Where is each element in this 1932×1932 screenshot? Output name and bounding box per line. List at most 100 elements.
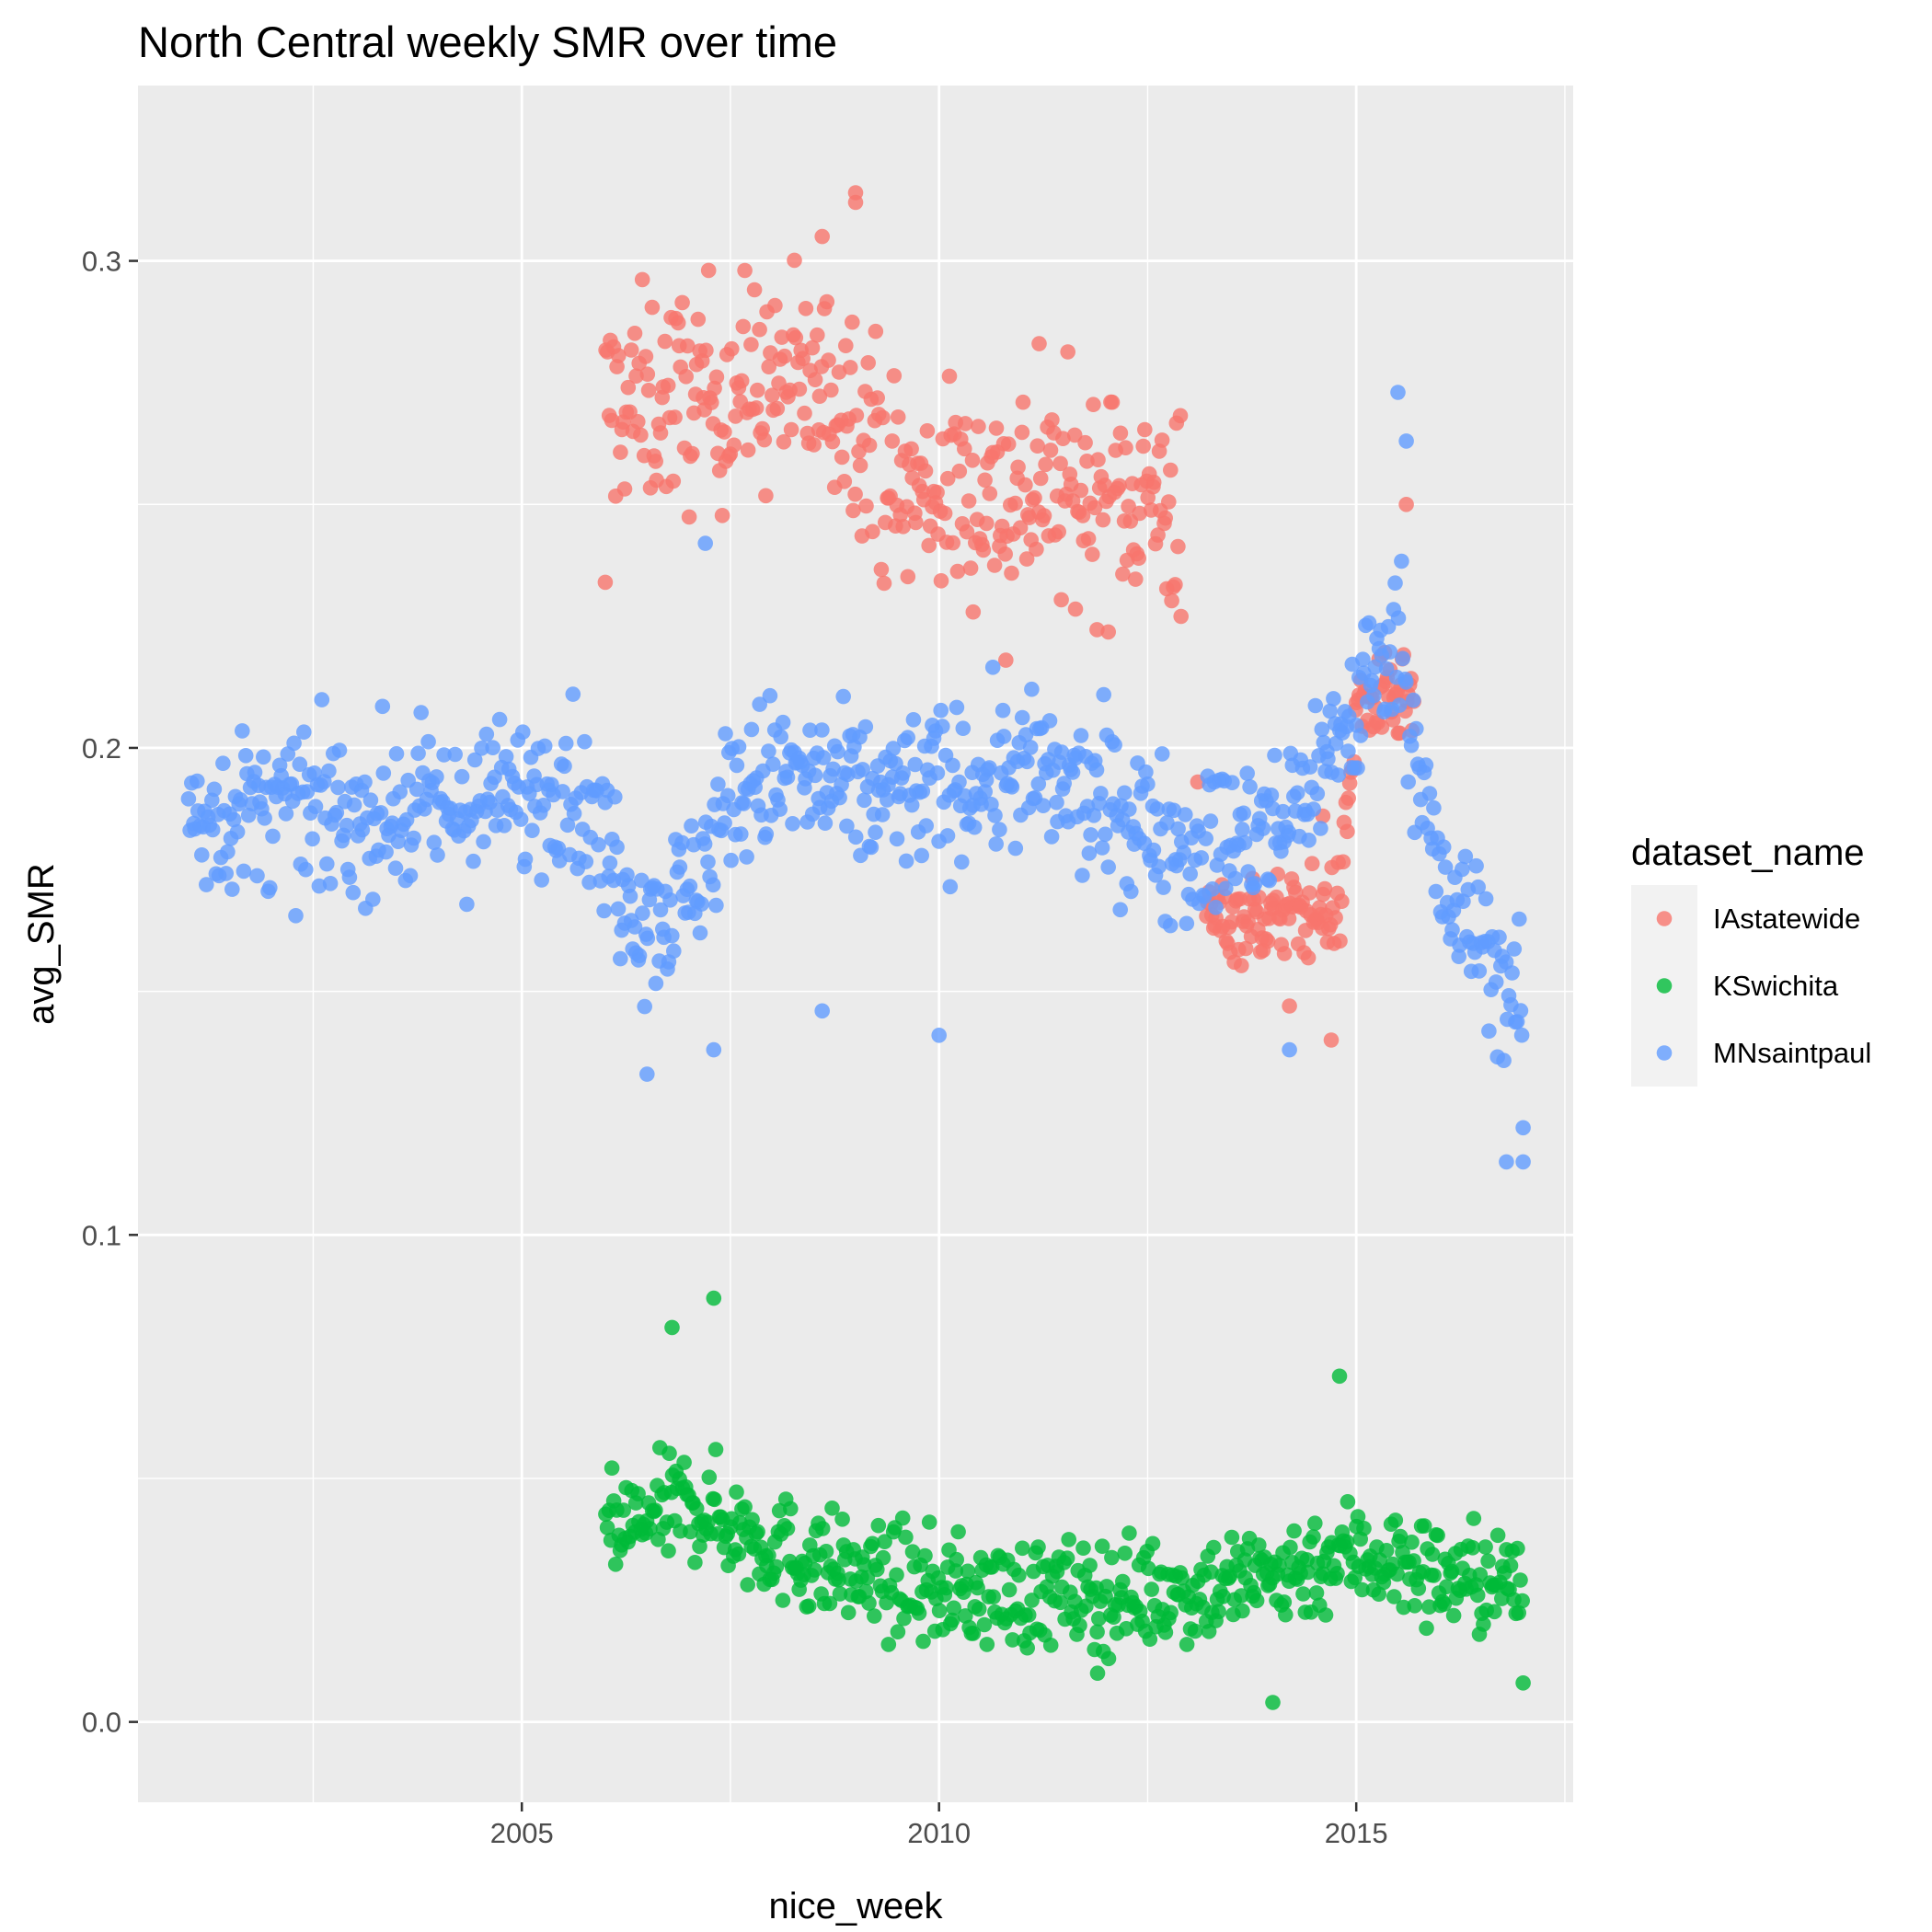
data-point xyxy=(1060,344,1075,360)
data-point xyxy=(875,409,891,426)
data-point xyxy=(884,433,901,449)
data-point xyxy=(278,806,294,822)
data-point xyxy=(286,735,302,752)
data-point xyxy=(988,836,1004,852)
data-point xyxy=(1176,845,1191,860)
data-point xyxy=(298,861,314,878)
y-tick-label: 0.3 xyxy=(82,246,121,278)
data-point xyxy=(839,818,855,834)
data-point xyxy=(1305,1529,1321,1545)
data-point xyxy=(1100,624,1116,640)
data-point xyxy=(1289,785,1305,801)
data-point xyxy=(607,788,623,805)
data-point xyxy=(220,844,236,860)
data-point xyxy=(787,252,802,269)
y-tick-label: 0.2 xyxy=(82,732,121,765)
data-point xyxy=(958,1608,973,1624)
data-point xyxy=(705,877,721,893)
data-point xyxy=(783,1501,799,1517)
data-point xyxy=(1178,807,1193,822)
data-point xyxy=(1007,495,1023,512)
data-point xyxy=(627,919,643,935)
data-point xyxy=(1421,1599,1437,1615)
data-point xyxy=(857,1557,872,1573)
data-point xyxy=(674,834,690,851)
data-point xyxy=(776,434,792,450)
data-point xyxy=(1455,861,1470,878)
data-point xyxy=(550,840,567,857)
legend-label: IAstatewide xyxy=(1713,903,1860,935)
data-point xyxy=(1157,510,1173,526)
data-point xyxy=(1512,1572,1528,1588)
data-point xyxy=(1030,1539,1046,1555)
data-point xyxy=(931,1028,947,1043)
data-point xyxy=(869,1561,885,1578)
data-point xyxy=(1053,744,1070,760)
data-point xyxy=(247,765,263,780)
data-point xyxy=(900,730,915,745)
data-point xyxy=(664,927,680,944)
data-point xyxy=(322,876,339,891)
legend-label: KSwichita xyxy=(1713,970,1839,1002)
data-point xyxy=(752,321,767,338)
data-point xyxy=(609,839,625,856)
data-point xyxy=(1428,883,1444,900)
data-point xyxy=(765,756,781,772)
data-point xyxy=(1308,1585,1325,1601)
data-point xyxy=(1075,1540,1091,1556)
data-point xyxy=(1187,1623,1203,1639)
data-point xyxy=(1329,1566,1345,1581)
data-point xyxy=(1031,336,1047,351)
data-point xyxy=(857,792,872,809)
data-point xyxy=(1073,482,1089,499)
data-point xyxy=(233,792,248,808)
data-point xyxy=(1419,1620,1434,1637)
data-point xyxy=(1055,431,1071,447)
data-point xyxy=(620,379,637,396)
data-point xyxy=(613,950,628,967)
data-point xyxy=(874,807,891,822)
data-point xyxy=(965,604,982,620)
data-point xyxy=(1043,829,1060,845)
data-point xyxy=(1118,440,1133,456)
data-point xyxy=(517,851,534,868)
data-point xyxy=(1367,659,1384,675)
data-point xyxy=(1211,1604,1226,1619)
data-point xyxy=(555,784,570,799)
data-point xyxy=(1154,746,1170,762)
data-point xyxy=(730,739,747,754)
data-point xyxy=(1435,839,1452,855)
data-point xyxy=(894,1510,911,1526)
data-point xyxy=(454,768,470,785)
data-point xyxy=(810,327,825,343)
data-point xyxy=(1107,737,1122,753)
data-point xyxy=(1089,1665,1106,1681)
data-point xyxy=(758,488,774,504)
data-point xyxy=(345,884,362,901)
data-point xyxy=(779,769,796,786)
data-point xyxy=(1056,776,1072,791)
data-point xyxy=(697,535,713,551)
data-point xyxy=(1123,883,1139,900)
data-point xyxy=(1476,1616,1491,1632)
data-point xyxy=(639,1066,655,1082)
data-point xyxy=(1064,765,1081,780)
data-point xyxy=(204,822,221,838)
data-point xyxy=(1389,1566,1405,1582)
data-point xyxy=(1387,575,1403,591)
data-point xyxy=(1410,1581,1427,1596)
data-point xyxy=(737,262,753,279)
data-point xyxy=(890,409,906,425)
data-point xyxy=(960,493,977,509)
data-point xyxy=(1242,779,1258,795)
data-point xyxy=(1038,456,1053,473)
data-point xyxy=(611,348,627,363)
data-point xyxy=(895,765,911,781)
data-point xyxy=(459,896,475,913)
data-point xyxy=(413,705,430,720)
data-point xyxy=(857,719,874,735)
data-point xyxy=(806,437,822,453)
data-point xyxy=(1010,459,1026,476)
data-point xyxy=(847,486,863,502)
data-point xyxy=(838,338,854,354)
